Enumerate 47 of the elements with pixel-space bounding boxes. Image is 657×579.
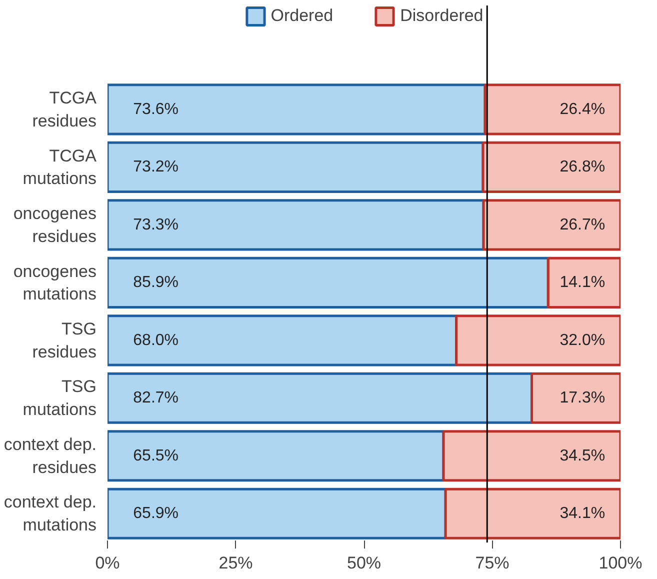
y-tick-label: oncogenes mutations [13, 262, 97, 304]
bar [108, 372, 533, 424]
data-label: 73.3% [133, 216, 179, 234]
y-tick-label: TCGA mutations [22, 146, 98, 188]
legend-label: Disordered [400, 6, 484, 26]
bar [530, 372, 620, 424]
data-label: 34.1% [560, 505, 606, 522]
data-label: 73.6% [133, 100, 179, 118]
y-tick-label: TSG mutations [22, 377, 97, 420]
data-label: 82.7% [133, 390, 179, 407]
legend-label: Ordered [270, 6, 334, 26]
x-tick-label: 25% [218, 554, 253, 572]
data-label: 14.1% [560, 274, 606, 292]
data-label: 26.7% [560, 216, 606, 234]
x-tick-label: 50% [346, 554, 382, 572]
data-label: 65.5% [133, 447, 179, 464]
y-tick-label: TCGA residues [32, 88, 98, 130]
bar [108, 314, 458, 366]
bar [484, 84, 620, 136]
bar [546, 256, 620, 308]
bar [108, 141, 484, 193]
bar [482, 141, 620, 193]
bar [482, 199, 620, 251]
x-tick-label: 75% [475, 554, 510, 572]
bar [108, 199, 485, 251]
y-tick-label: context dep. mutations [4, 492, 97, 535]
y-tick-label: oncogenes residues [13, 204, 97, 246]
bar [442, 430, 620, 482]
bar [108, 256, 550, 308]
data-label: 85.9% [133, 274, 179, 292]
y-tick-label: context dep. residues [4, 434, 97, 477]
x-tick-label: 0% [95, 554, 120, 572]
data-label: 32.0% [560, 332, 606, 349]
data-label: 34.5% [560, 447, 606, 464]
data-label: 65.9% [133, 505, 179, 522]
bar [108, 430, 445, 482]
x-tick-label: 100% [598, 554, 642, 572]
bar [108, 84, 486, 136]
data-label: 17.3% [560, 390, 606, 407]
data-label: 26.8% [560, 158, 606, 176]
bar [444, 488, 620, 540]
y-tick-label: TSG residues [32, 320, 97, 362]
data-label: 68.0% [133, 332, 179, 349]
data-label: 73.2% [133, 158, 179, 176]
bar [108, 488, 447, 540]
data-label: 26.4% [560, 100, 606, 118]
bar [455, 314, 620, 366]
